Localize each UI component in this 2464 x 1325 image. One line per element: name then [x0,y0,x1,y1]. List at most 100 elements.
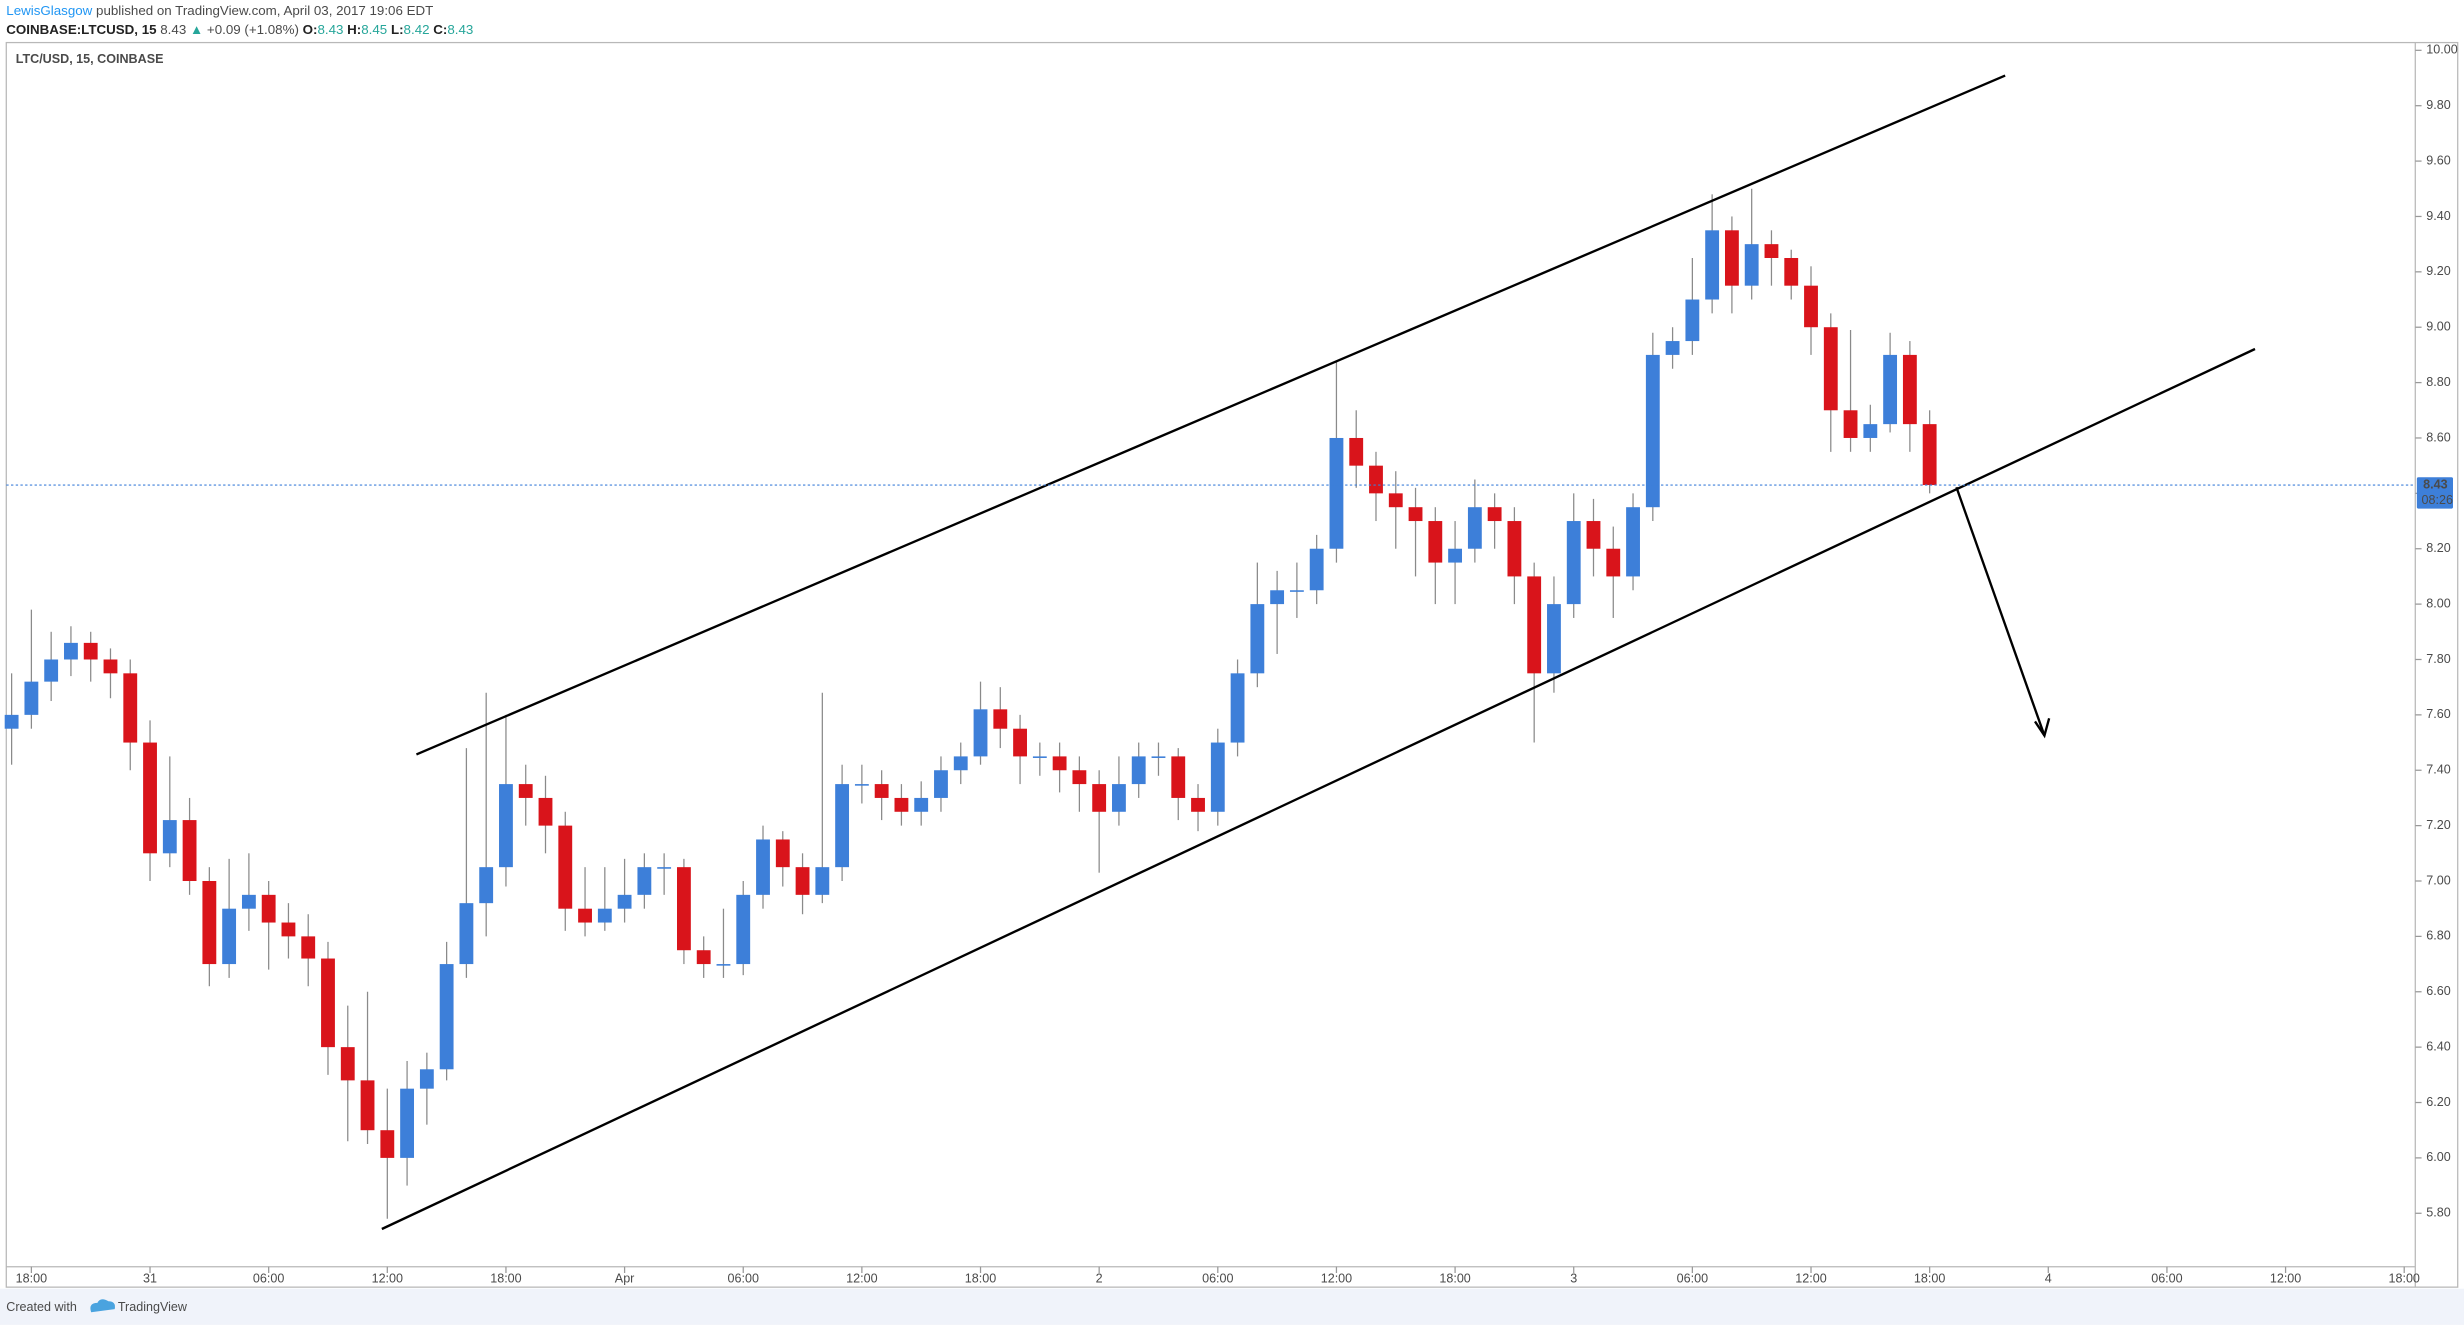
y-tick-label: 6.80 [2426,929,2450,943]
candle-body [64,642,78,660]
candle-body [1883,354,1898,425]
trend-line [381,347,2256,1231]
candle-body [676,867,691,951]
candle-body [1369,465,1383,494]
candle-body [301,936,316,959]
candle-body [597,908,612,923]
candle-body [835,784,850,868]
x-tick-label: 12:00 [2270,1272,2301,1286]
candle-body [1309,548,1324,591]
ohlc-value: 8.42 [404,22,430,37]
candle-body [538,797,553,826]
candle-body [1092,784,1107,812]
candle-body [83,642,98,660]
candle-body [241,894,256,909]
candle-body [1744,244,1759,286]
y-tick-label: 9.60 [2426,153,2450,167]
candle-body [123,673,138,743]
y-tick-label: 9.80 [2426,98,2450,112]
candle-body [1823,327,1838,411]
arrow-head [2034,717,2051,739]
candle-body [340,1047,355,1081]
candle-body [1547,604,1561,674]
candle-body [321,958,335,1048]
candle-body [1863,424,1878,438]
symbol: COINBASE:LTCUSD, 15 [6,22,157,37]
countdown-label: 08:26 [2422,493,2453,507]
candle-body [1210,742,1225,812]
candle-body [934,770,948,798]
candle-body [360,1080,375,1131]
x-tick-label: 18:00 [1439,1272,1470,1286]
candle-body [1448,548,1463,563]
candle-body [1289,590,1304,592]
candle-body [558,825,573,909]
ohlc-label: O: [303,22,318,37]
candle-body [1724,230,1739,286]
y-tick-label: 6.60 [2426,984,2450,998]
footer-text: Created with [6,1300,77,1314]
candle-body [202,881,217,965]
candle-body [1388,493,1403,508]
candle-body [1171,756,1186,798]
ohlc-label: L: [391,22,404,37]
chart-frame [5,41,2459,1288]
candle-body [578,908,592,923]
arrow: ▲ [190,22,203,37]
symbol-line: COINBASE:LTCUSD, 15 8.43 ▲ +0.09 (+1.08%… [6,22,473,37]
candle-body [736,894,751,965]
candle-body [518,784,533,798]
candle-body [1784,257,1799,286]
candle-body [1804,285,1818,328]
candle-body [894,797,909,812]
x-tick-label: 18:00 [965,1272,996,1286]
x-tick-label: 18:00 [1914,1272,1945,1286]
author[interactable]: LewisGlasgow [6,3,92,18]
candle-body [222,908,237,965]
y-tick-label: 7.20 [2426,818,2450,832]
candle-body [143,742,157,854]
candle-body [182,820,197,882]
ohlc-value: 8.43 [447,22,473,37]
candle-body [1191,797,1205,812]
candle-body [1467,507,1482,549]
x-tick-label: 2 [1096,1272,1103,1286]
candle-body [419,1069,434,1089]
y-tick-label: 5.80 [2426,1206,2450,1220]
x-tick-label: 12:00 [1795,1272,1826,1286]
x-tick-label: 06:00 [253,1272,284,1286]
y-tick-label: 7.40 [2426,763,2450,777]
y-tick-label: 6.20 [2426,1095,2450,1109]
candle-body [103,659,118,674]
x-tick-label: 18:00 [16,1272,47,1286]
x-tick-label: 12:00 [372,1272,403,1286]
candle-body [1408,507,1423,522]
candle-body [1665,341,1680,355]
y-tick-label: 6.40 [2426,1039,2450,1053]
x-tick-label: 4 [2045,1272,2052,1286]
candle-body [1902,354,1917,425]
candle-body [1586,521,1601,549]
ohlc-label: C: [433,22,447,37]
candle-body [162,820,177,854]
candle-body [1764,244,1779,258]
candle-body [795,867,810,895]
candle-body [4,714,19,729]
header-line: LewisGlasgow published on TradingView.co… [6,3,433,18]
footer-brand[interactable]: TradingView [118,1300,188,1314]
y-tick-label: 7.80 [2426,652,2450,666]
candle-body [24,681,39,715]
ohlc-value: 8.43 [317,22,343,37]
last: 8.43 [160,22,186,37]
y-tick-label: 8.80 [2426,375,2450,389]
candle-body [696,950,711,965]
y-tick-label: 9.00 [2426,320,2450,334]
x-tick-label: 06:00 [2151,1272,2182,1286]
candle-body [1131,756,1146,785]
candle-body [1527,576,1542,674]
trend-line [415,74,2006,756]
candle-body [914,797,929,812]
candle-body [657,867,672,869]
candle-body [756,839,770,895]
